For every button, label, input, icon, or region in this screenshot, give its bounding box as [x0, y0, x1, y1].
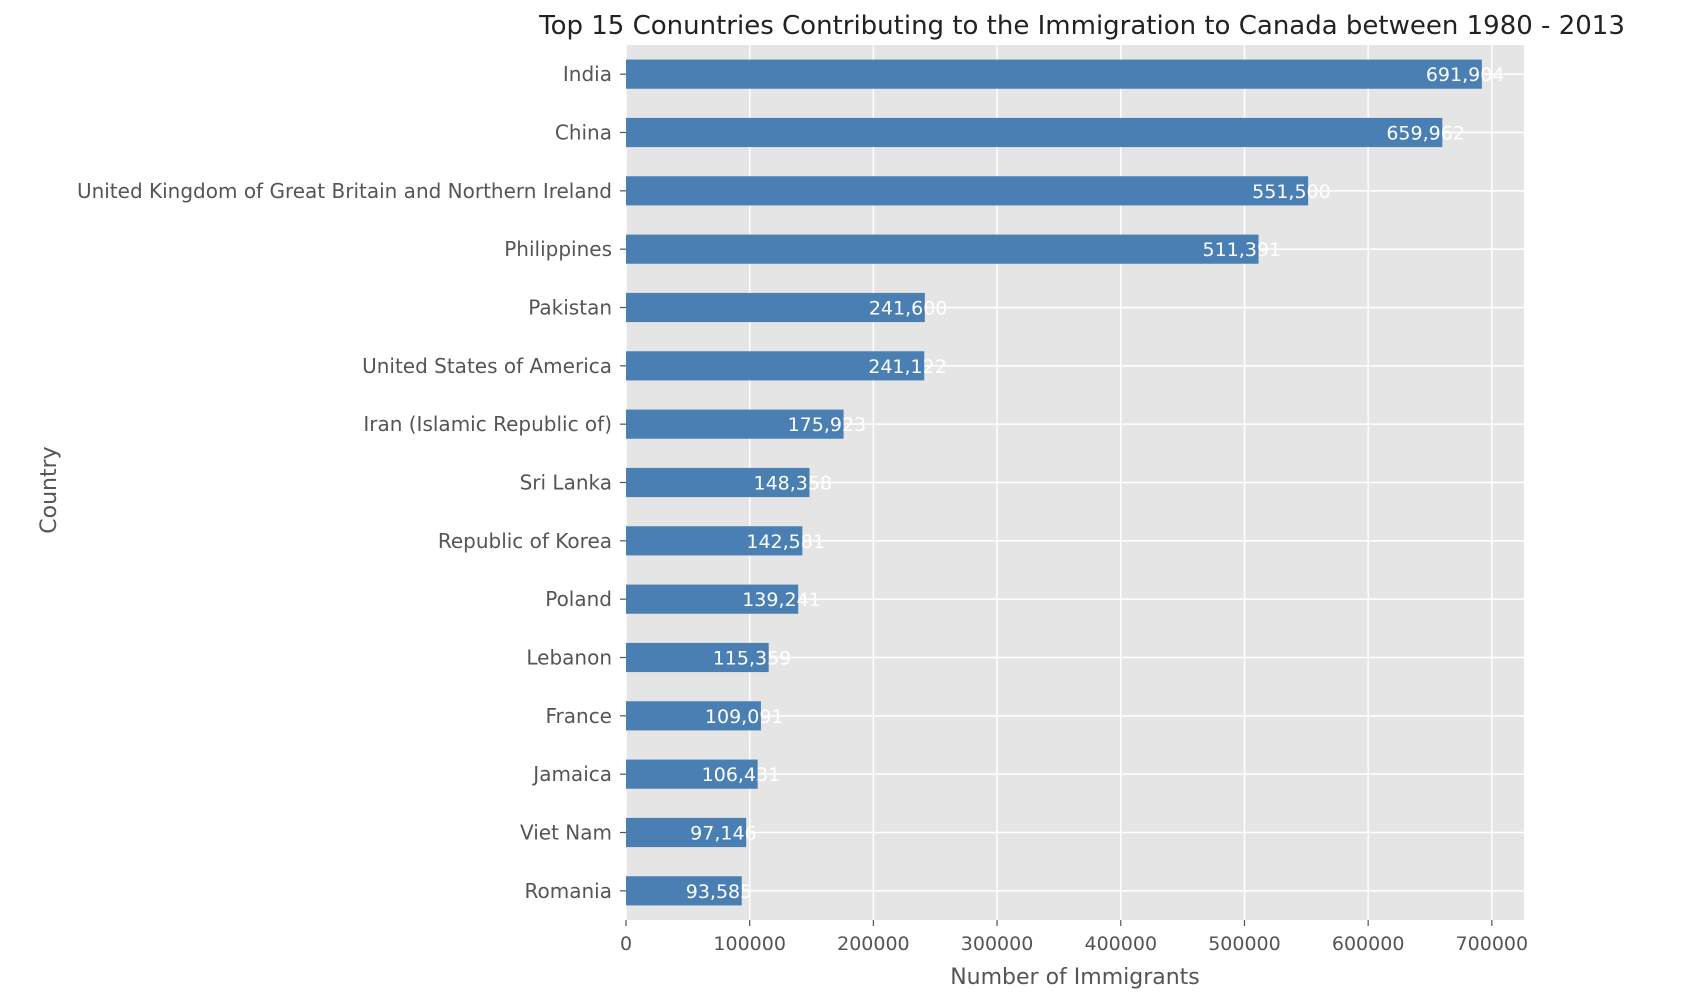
bar [626, 351, 925, 381]
x-tick-label: 700000 [1456, 933, 1529, 955]
chart-title: Top 15 Conuntries Contributing to the Im… [538, 11, 1625, 41]
bar [626, 467, 810, 498]
y-tick-label: Pakistan [528, 296, 612, 320]
x-axis-tick-labels: 0 100000 200000 300000 400000 500000 600000 700… [620, 920, 1528, 955]
y-tick-label: Sri Lanka [520, 471, 612, 495]
y-tick-label: Romania [525, 879, 612, 903]
y-tick-label: United States of America [362, 354, 612, 378]
y-tick-label: United Kingdom of Great Britain and Nort… [77, 179, 612, 203]
x-tick-label: 200000 [837, 933, 910, 955]
bar [626, 584, 799, 614]
bar-value-labels: 691,904 659,962 551,500 511,391 241,600 241,1… [686, 64, 1505, 903]
bar [626, 409, 844, 439]
y-tick-label: Republic of Korea [438, 529, 612, 553]
bar [626, 526, 803, 556]
bar-value-label: 97,146 [690, 823, 756, 845]
bar [626, 234, 1259, 264]
bar-value-label: 241,600 [869, 298, 948, 320]
bar-value-label: 109,091 [705, 706, 784, 728]
bar [626, 701, 761, 731]
y-tick-label: France [545, 704, 612, 728]
x-tick-label: 400000 [1085, 933, 1158, 955]
y-tick-label: Viet Nam [520, 821, 612, 845]
x-axis-label: Number of Immigrants [950, 965, 1200, 990]
bar [626, 292, 925, 323]
bar-value-label: 241,122 [868, 356, 947, 378]
bar [626, 817, 747, 848]
y-axis-label: Country [37, 446, 62, 533]
x-tick-label: 500000 [1208, 933, 1281, 955]
bar-value-label: 511,391 [1203, 239, 1282, 261]
y-tick-label: China [555, 121, 612, 145]
x-tick-label: 300000 [961, 933, 1034, 955]
bars [626, 59, 1482, 906]
x-tick-label: 600000 [1332, 933, 1405, 955]
y-tick-label: India [563, 62, 612, 86]
y-tick-label: Poland [545, 587, 612, 611]
bar [626, 176, 1309, 206]
bar-value-label: 691,904 [1426, 64, 1505, 86]
x-tick-label: 100000 [713, 933, 786, 955]
bar [626, 642, 769, 673]
bar [626, 876, 742, 906]
bar-value-label: 115,359 [713, 648, 792, 670]
bar-value-label: 139,241 [742, 589, 821, 611]
bar [626, 59, 1482, 89]
y-tick-label: Jamaica [531, 762, 612, 786]
bar-value-label: 551,500 [1252, 181, 1331, 203]
bar [626, 117, 1443, 148]
bar-value-label: 175,923 [788, 414, 867, 436]
y-axis-tick-labels: India China United Kingdom of Great Britai… [77, 62, 626, 903]
bar-value-label: 93,585 [686, 881, 752, 903]
x-tick-label: 0 [620, 933, 632, 955]
y-tick-label: Iran (Islamic Republic of) [363, 412, 612, 436]
bar-value-label: 148,358 [754, 473, 833, 495]
bar [626, 759, 758, 789]
y-tick-label: Lebanon [526, 646, 612, 670]
bar-value-label: 106,431 [702, 764, 781, 786]
y-tick-label: Philippines [504, 237, 612, 261]
bar-value-label: 142,581 [746, 531, 825, 553]
bar-value-label: 659,962 [1386, 123, 1465, 145]
